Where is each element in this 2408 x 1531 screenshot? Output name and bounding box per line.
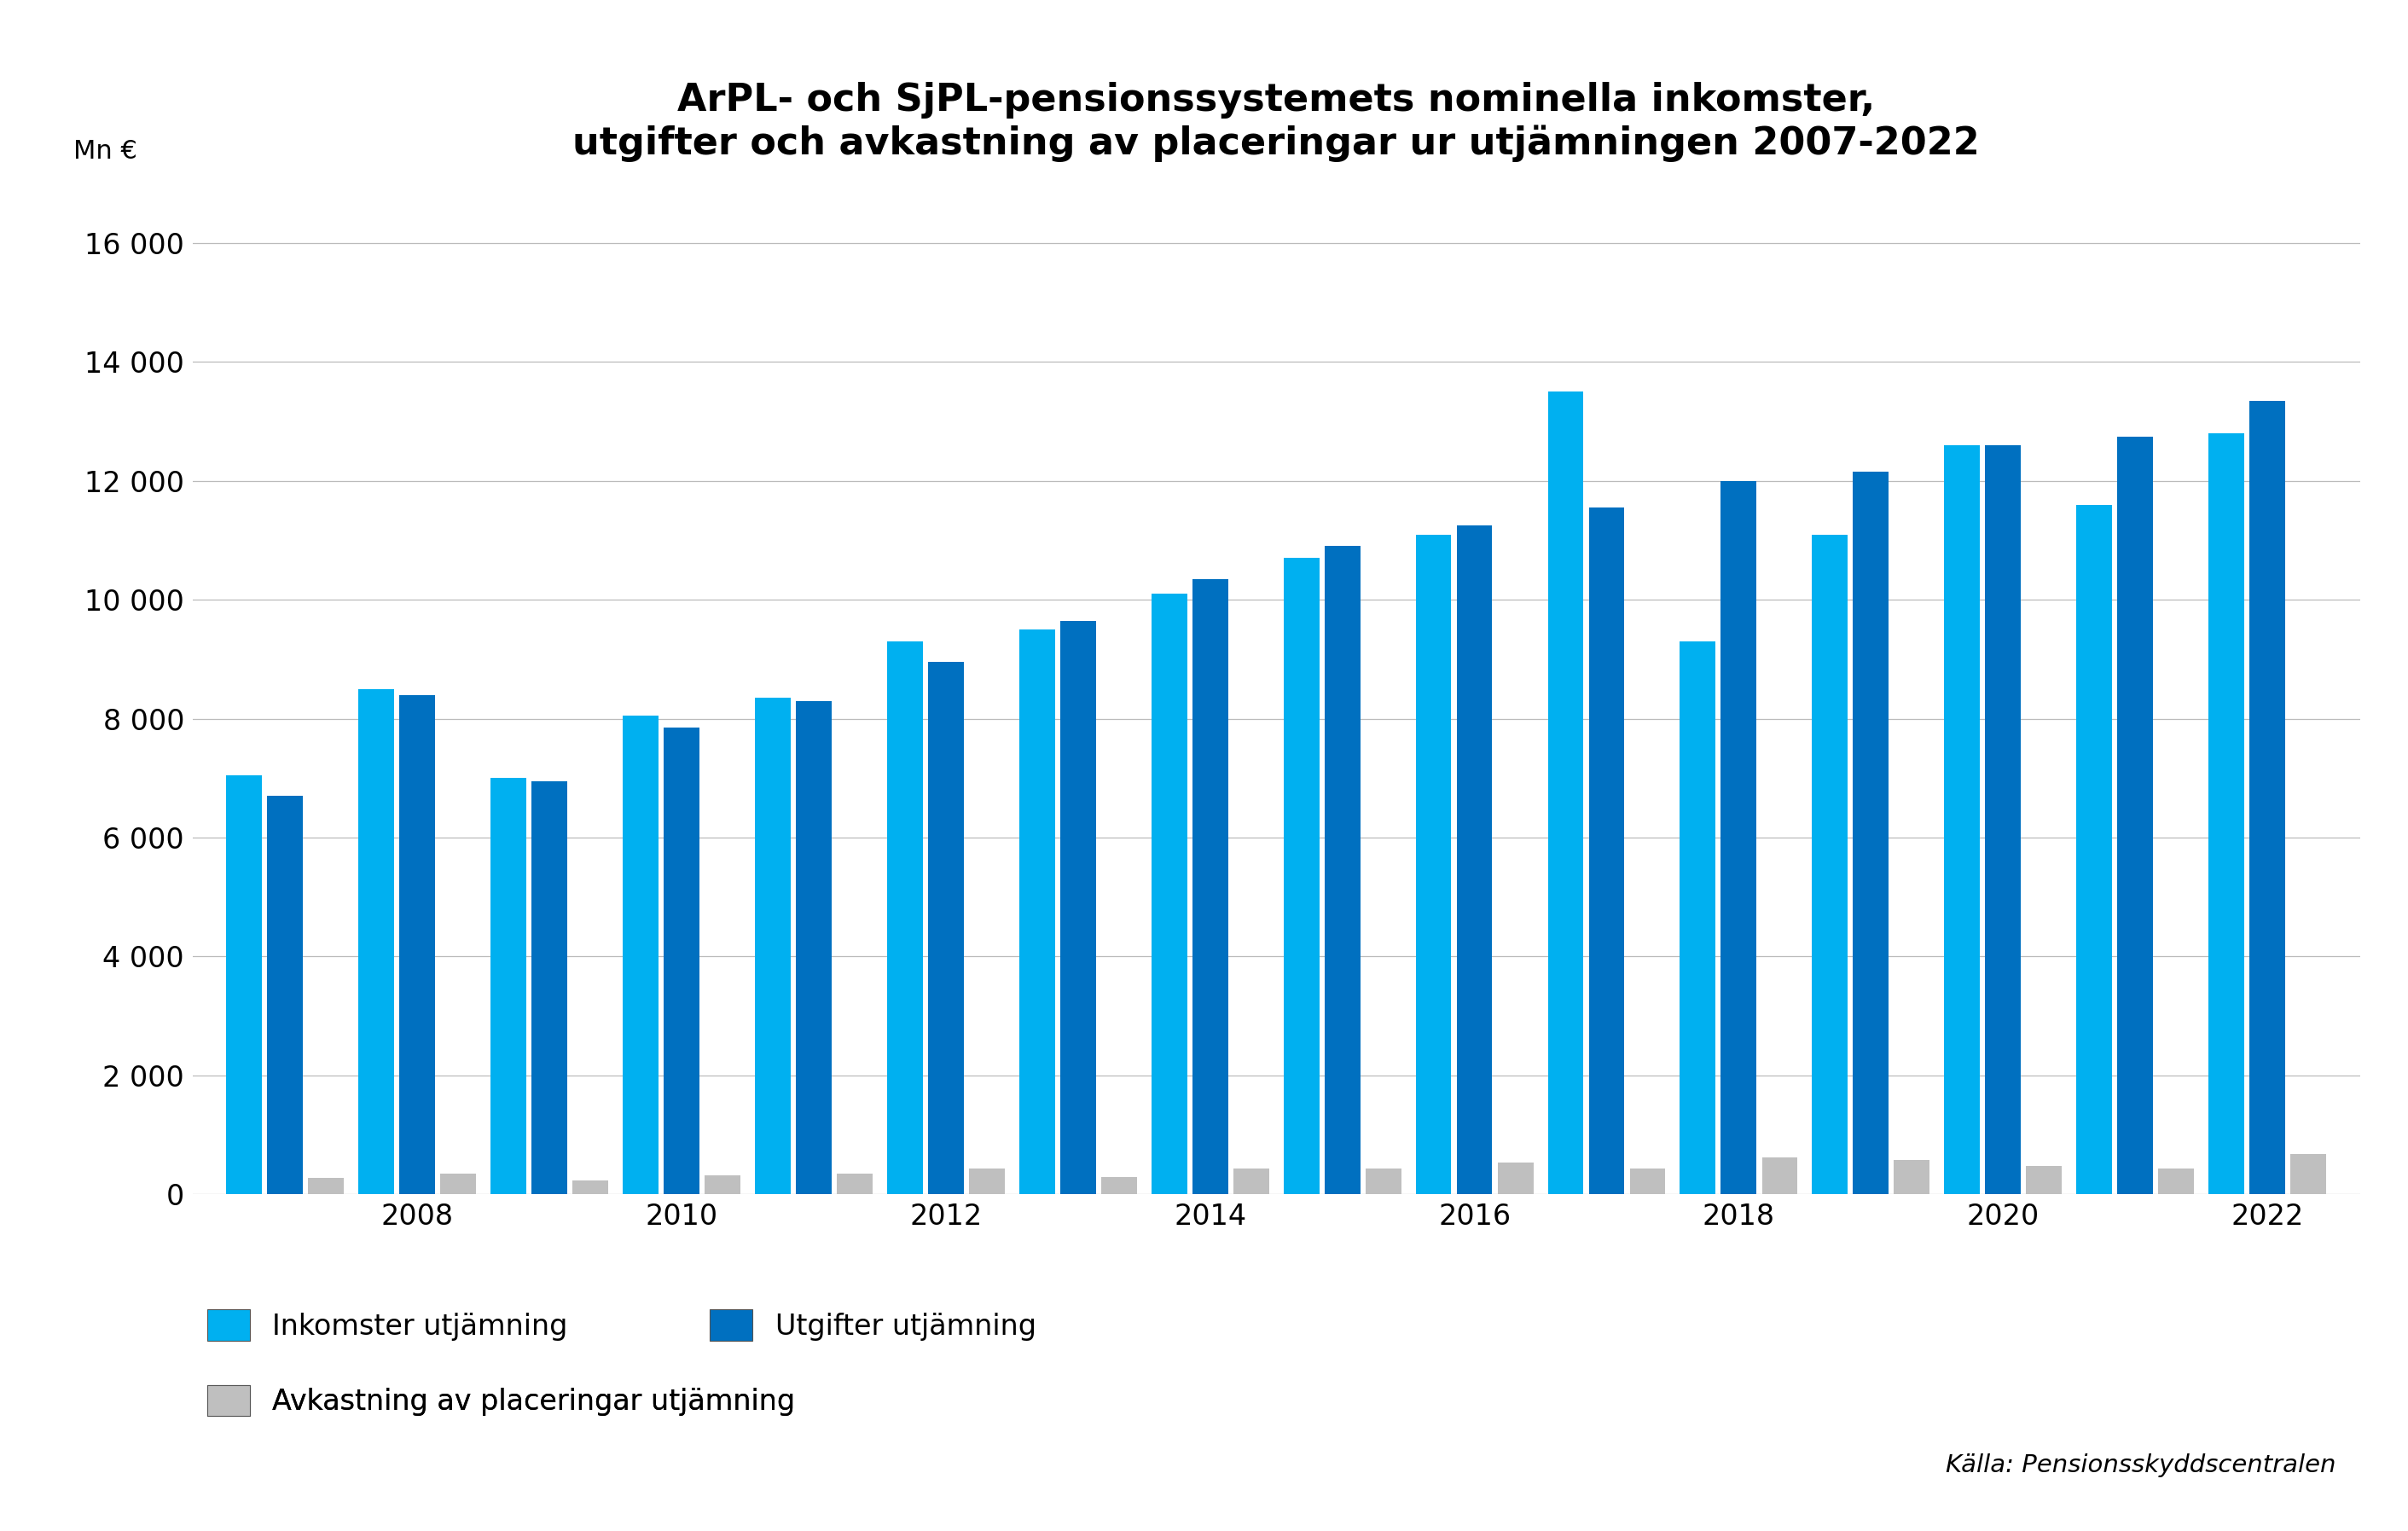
- Bar: [1192, 579, 1228, 1194]
- Bar: [1498, 1162, 1534, 1194]
- Title: ArPL- och SjPL-pensionssystemets nominella inkomster,
utgifter och avkastning av: ArPL- och SjPL-pensionssystemets nominel…: [573, 83, 1979, 162]
- Bar: [573, 1180, 609, 1194]
- Bar: [968, 1168, 1004, 1194]
- Bar: [1722, 481, 1755, 1194]
- Bar: [400, 695, 436, 1194]
- Bar: [2025, 1165, 2061, 1194]
- Bar: [1365, 1168, 1401, 1194]
- Bar: [1457, 525, 1493, 1194]
- Bar: [1589, 508, 1625, 1194]
- Bar: [665, 727, 698, 1194]
- Bar: [308, 1177, 344, 1194]
- Bar: [706, 1176, 739, 1194]
- Bar: [441, 1173, 477, 1194]
- Bar: [1681, 641, 1714, 1194]
- Bar: [886, 641, 922, 1194]
- Bar: [1283, 559, 1320, 1194]
- Bar: [838, 1174, 872, 1194]
- Bar: [1630, 1168, 1666, 1194]
- Bar: [2158, 1168, 2194, 1194]
- Bar: [1943, 446, 1979, 1194]
- Bar: [1763, 1157, 1796, 1194]
- Text: Mn €: Mn €: [75, 139, 137, 164]
- Bar: [1984, 446, 2020, 1194]
- Bar: [1548, 392, 1584, 1194]
- Bar: [2249, 401, 2285, 1194]
- Bar: [226, 775, 262, 1194]
- Bar: [1324, 547, 1361, 1194]
- Bar: [1416, 534, 1452, 1194]
- Bar: [1813, 534, 1847, 1194]
- Bar: [797, 701, 831, 1194]
- Bar: [2117, 436, 2153, 1194]
- Bar: [2076, 505, 2112, 1194]
- Bar: [756, 698, 790, 1194]
- Text: Källa: Pensionsskyddscentralen: Källa: Pensionsskyddscentralen: [1946, 1453, 2336, 1477]
- Bar: [2290, 1154, 2326, 1194]
- Bar: [2208, 433, 2244, 1194]
- Bar: [927, 663, 963, 1194]
- Bar: [491, 778, 527, 1194]
- Bar: [1019, 629, 1055, 1194]
- Bar: [1854, 472, 1888, 1194]
- Legend: Avkastning av placeringar utjämning: Avkastning av placeringar utjämning: [207, 1386, 795, 1416]
- Bar: [624, 715, 657, 1194]
- Bar: [1060, 620, 1096, 1194]
- Bar: [532, 781, 568, 1194]
- Bar: [1895, 1160, 1929, 1194]
- Bar: [1151, 594, 1187, 1194]
- Bar: [1100, 1177, 1137, 1194]
- Bar: [1233, 1168, 1269, 1194]
- Bar: [359, 689, 395, 1194]
- Bar: [267, 796, 303, 1194]
